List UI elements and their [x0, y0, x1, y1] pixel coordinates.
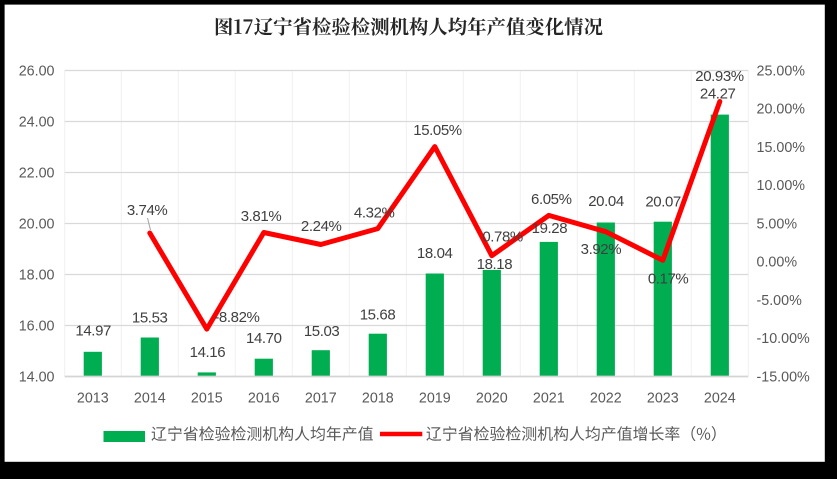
- svg-text:2016: 2016: [248, 390, 280, 406]
- svg-text:0.17%: 0.17%: [648, 271, 689, 288]
- svg-text:2024: 2024: [704, 390, 736, 406]
- svg-text:14.70: 14.70: [246, 330, 282, 347]
- svg-text:3.92%: 3.92%: [581, 241, 622, 258]
- svg-text:-10.00%: -10.00%: [757, 331, 811, 347]
- svg-text:2014: 2014: [134, 390, 166, 406]
- svg-text:22.00: 22.00: [19, 166, 55, 182]
- svg-text:20.04: 20.04: [588, 193, 624, 210]
- svg-text:25.00%: 25.00%: [757, 63, 806, 79]
- svg-text:2020: 2020: [476, 390, 508, 406]
- svg-text:2023: 2023: [647, 390, 679, 406]
- svg-text:-5.00%: -5.00%: [757, 293, 803, 309]
- svg-text:18.00: 18.00: [19, 268, 55, 284]
- svg-text:2018: 2018: [362, 390, 394, 406]
- svg-text:10.00%: 10.00%: [757, 178, 806, 194]
- svg-text:2015: 2015: [191, 390, 223, 406]
- svg-text:18.18: 18.18: [477, 256, 513, 273]
- svg-text:16.00: 16.00: [19, 319, 55, 335]
- svg-text:14.00: 14.00: [19, 370, 55, 386]
- svg-text:2022: 2022: [590, 390, 622, 406]
- svg-text:3.74%: 3.74%: [127, 202, 168, 219]
- svg-text:3.81%: 3.81%: [241, 208, 282, 225]
- svg-text:20.00: 20.00: [19, 217, 55, 233]
- svg-text:4.32%: 4.32%: [354, 205, 395, 222]
- svg-text:20.00%: 20.00%: [757, 102, 806, 118]
- svg-text:14.16: 14.16: [190, 344, 226, 361]
- svg-text:2021: 2021: [533, 390, 565, 406]
- svg-text:15.68: 15.68: [360, 306, 396, 323]
- svg-text:14.97: 14.97: [75, 323, 111, 340]
- svg-text:-15.00%: -15.00%: [757, 369, 811, 385]
- svg-text:20.07: 20.07: [645, 193, 681, 210]
- svg-text:2013: 2013: [77, 390, 109, 406]
- svg-text:24.27: 24.27: [700, 85, 736, 102]
- svg-text:2.24%: 2.24%: [301, 218, 342, 235]
- svg-text:2019: 2019: [419, 390, 451, 406]
- svg-text:15.00%: 15.00%: [757, 140, 806, 156]
- svg-text:15.53: 15.53: [132, 310, 168, 327]
- svg-text:5.00%: 5.00%: [757, 216, 798, 232]
- svg-text:24.00: 24.00: [19, 115, 55, 131]
- svg-text:0.78%: 0.78%: [482, 229, 523, 246]
- svg-text:19.28: 19.28: [532, 220, 568, 237]
- svg-text:6.05%: 6.05%: [531, 191, 572, 208]
- svg-text:2017: 2017: [305, 390, 337, 406]
- svg-text:0.00%: 0.00%: [757, 255, 798, 271]
- svg-text:-8.82%: -8.82%: [214, 309, 259, 326]
- svg-text:18.04: 18.04: [417, 245, 453, 262]
- svg-text:26.00: 26.00: [19, 64, 55, 80]
- svg-text:15.05%: 15.05%: [413, 122, 462, 139]
- svg-text:15.03: 15.03: [304, 323, 340, 340]
- svg-text:20.93%: 20.93%: [695, 68, 744, 85]
